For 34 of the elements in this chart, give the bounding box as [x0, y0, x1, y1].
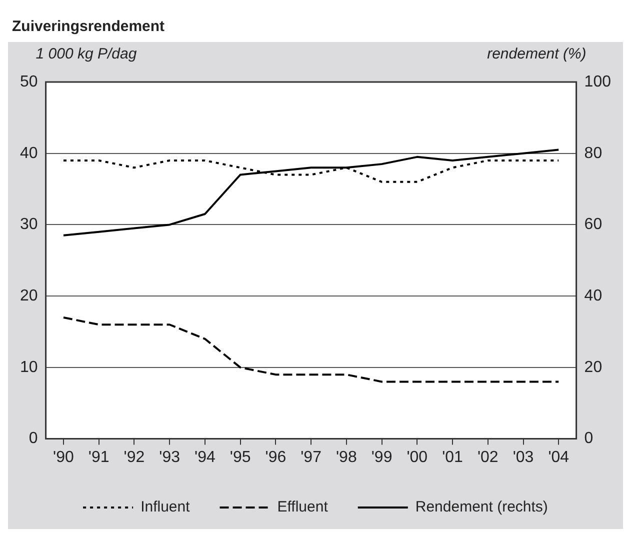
y-tick-label: 40 [20, 144, 38, 162]
y2-tick-label: 100 [584, 73, 612, 90]
y2-tick-label: 80 [584, 144, 602, 162]
y2-tick-label: 60 [584, 216, 602, 234]
y-tick-label: 20 [20, 287, 38, 304]
x-tick-label: '02 [477, 448, 498, 466]
y-tick-label: 30 [20, 216, 38, 234]
x-tick-label: '95 [230, 448, 251, 466]
x-tick-label: '97 [300, 448, 322, 466]
line-series [62, 316, 560, 383]
x-tick-label: '01 [442, 448, 464, 466]
x-tick-label: '96 [265, 448, 286, 466]
x-tick-label: '93 [159, 448, 180, 466]
x-tick-label: '98 [336, 448, 357, 466]
x-tick-label: '92 [124, 448, 145, 466]
x-tick-label: '99 [371, 448, 392, 466]
legend-label: Effluent [277, 498, 329, 516]
y2-axis-title: rendement (%) [487, 46, 586, 63]
x-tick-label: '90 [53, 448, 74, 466]
x-tick-label: '04 [548, 448, 570, 466]
chart-title: Zuiveringsrendement [12, 18, 165, 36]
y-tick-label: 0 [28, 430, 38, 448]
y-axis-title: 1 000 kg P/dag [36, 46, 138, 63]
y-tick-label: 10 [20, 358, 38, 376]
y2-tick-label: 40 [584, 287, 602, 304]
legend-label: Influent [140, 498, 191, 516]
x-tick-label: '94 [194, 448, 216, 466]
legend-label: Rendement (rechts) [415, 498, 548, 516]
y2-tick-label: 0 [584, 430, 594, 448]
x-tick-label: '03 [512, 448, 534, 466]
x-tick-label: '00 [406, 448, 428, 466]
y2-tick-label: 20 [584, 358, 602, 376]
x-tick-label: '91 [88, 448, 110, 466]
y-tick-label: 50 [20, 73, 38, 90]
